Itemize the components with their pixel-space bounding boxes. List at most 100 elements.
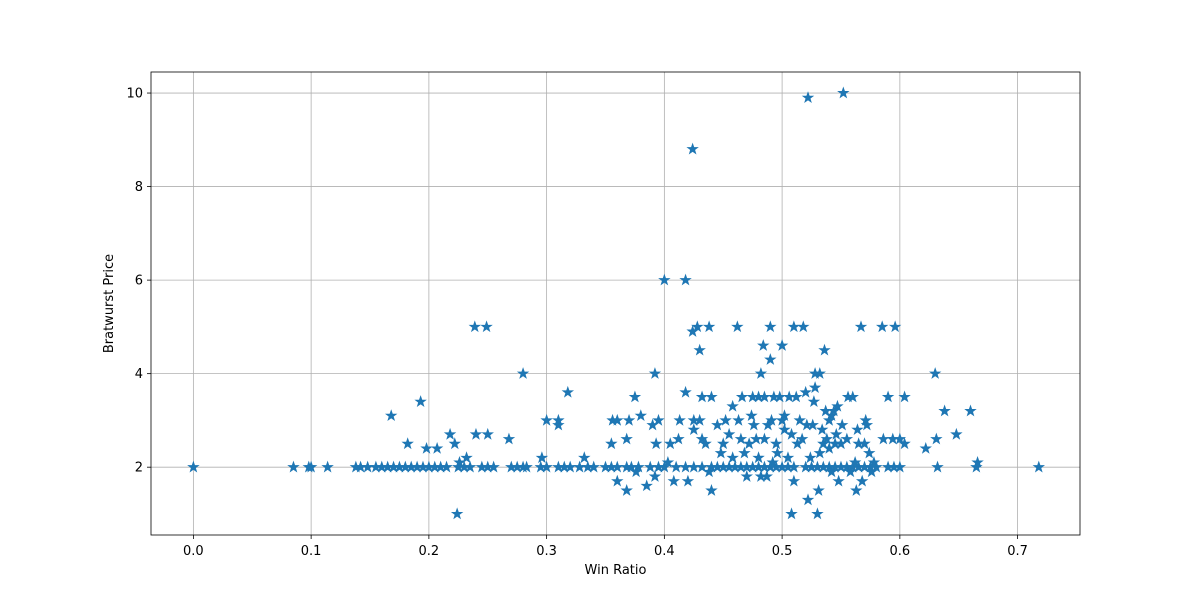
data-point: [778, 409, 791, 422]
data-point: [778, 423, 791, 436]
x-tick-label: 0.6: [890, 544, 911, 559]
data-point: [801, 493, 815, 506]
data-point: [840, 432, 854, 445]
data-point: [742, 437, 756, 450]
data-point: [827, 404, 841, 417]
data-point: [964, 404, 977, 417]
data-point: [806, 418, 819, 431]
data-point: [648, 367, 662, 379]
y-tick-label: 2: [135, 461, 143, 476]
data-point: [765, 413, 778, 426]
data-point: [453, 455, 466, 468]
x-tick-label: 0.4: [654, 544, 675, 559]
data-point: [930, 432, 943, 445]
data-point: [931, 460, 944, 473]
data-point: [817, 437, 830, 450]
data-point: [735, 390, 749, 403]
data-point: [719, 413, 732, 426]
data-point: [620, 432, 633, 445]
data-point: [811, 507, 824, 520]
data-point: [658, 273, 671, 286]
data-point: [950, 427, 963, 440]
data-point: [785, 507, 798, 520]
data-point: [848, 455, 862, 468]
data-point: [865, 465, 878, 478]
data-point: [938, 404, 951, 417]
data-point: [757, 339, 770, 351]
data-point: [807, 395, 821, 407]
data-point: [552, 418, 565, 431]
y-tick-label: 4: [135, 367, 143, 382]
data-point: [773, 390, 786, 403]
data-point: [764, 320, 777, 333]
data-point: [722, 427, 736, 440]
data-point: [854, 320, 868, 333]
data-point: [652, 413, 665, 426]
plot-area-frame: [150, 71, 1081, 536]
data-point: [825, 465, 838, 478]
data-point: [797, 320, 810, 333]
data-point: [846, 390, 859, 403]
data-point: [830, 427, 843, 440]
data-point: [790, 390, 803, 403]
data-point: [850, 484, 863, 496]
data-point: [686, 142, 699, 155]
data-point: [622, 413, 636, 426]
data-point: [611, 460, 624, 473]
data-point: [1032, 460, 1045, 473]
data-point: [799, 385, 812, 398]
x-tick-label: 0.3: [536, 544, 557, 559]
data-point: [672, 432, 685, 445]
data-point: [687, 423, 701, 436]
data-point: [787, 460, 801, 473]
data-point: [860, 418, 874, 431]
data-point: [820, 432, 834, 445]
data-point: [851, 423, 864, 436]
data-point: [813, 446, 826, 459]
data-point: [745, 409, 758, 422]
data-point: [587, 460, 600, 473]
data-point: [726, 399, 739, 412]
data-point: [813, 367, 826, 379]
data-point: [605, 437, 618, 450]
data-point: [699, 437, 712, 450]
data-point: [561, 385, 575, 398]
data-point: [898, 437, 911, 450]
data-point: [611, 474, 624, 487]
data-point: [287, 460, 300, 473]
data-point: [468, 320, 482, 333]
data-point: [693, 343, 706, 356]
data-point: [661, 455, 675, 468]
data-point: [563, 460, 577, 473]
data-point: [815, 423, 829, 436]
data-point: [487, 460, 500, 473]
x-tick-label: 0.5: [772, 544, 793, 559]
data-point: [540, 413, 553, 426]
data-point: [702, 465, 716, 478]
data-point: [187, 460, 200, 473]
data-point: [766, 455, 779, 468]
data-point: [448, 437, 461, 450]
data-point: [795, 432, 809, 445]
data-point: [812, 484, 825, 496]
data-point: [760, 470, 774, 482]
data-point: [304, 460, 318, 473]
data-point: [450, 507, 464, 520]
data-point: [731, 320, 744, 333]
data-point: [443, 427, 457, 440]
data-point: [695, 460, 709, 473]
data-point: [705, 484, 718, 496]
data-point: [793, 413, 806, 426]
data-point: [649, 437, 663, 450]
data-point: [867, 455, 881, 468]
data-point: [752, 451, 765, 464]
y-axis-label: Bratwurst Price: [102, 254, 117, 353]
data-point: [632, 460, 645, 473]
data-point: [480, 320, 493, 333]
data-point: [640, 479, 653, 492]
data-point: [440, 460, 453, 473]
data-point: [855, 474, 869, 487]
